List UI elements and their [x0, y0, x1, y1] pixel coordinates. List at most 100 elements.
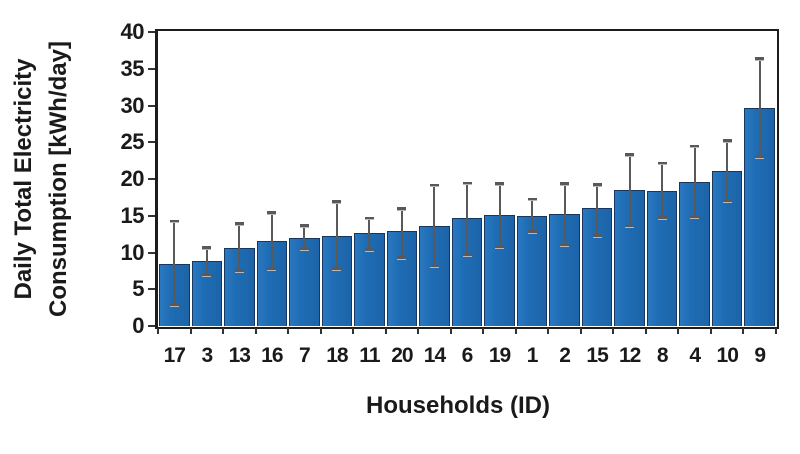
x-tick-label: 16 — [261, 344, 283, 367]
error-bar-cap-bottom-20 — [397, 256, 407, 259]
x-tick-label: 17 — [163, 344, 186, 367]
error-bar-cap-top-16 — [267, 211, 277, 214]
error-bar-line-2 — [563, 183, 566, 246]
x-axis-tick — [384, 328, 387, 334]
x-axis-tick — [319, 328, 322, 334]
x-tick-label: 10 — [716, 344, 739, 367]
x-tick-label: 11 — [359, 344, 380, 367]
error-bar-line-15 — [596, 184, 599, 236]
x-tick-label: 14 — [423, 344, 446, 367]
y-tick-label: 10 — [120, 239, 145, 265]
bar-household-19 — [484, 215, 515, 326]
error-bar-cap-bottom-9 — [755, 155, 765, 158]
error-bar-cap-top-4 — [690, 144, 700, 148]
error-bar-cap-bottom-17 — [169, 303, 179, 306]
error-bar-cap-bottom-18 — [332, 267, 342, 270]
error-bar-line-8 — [661, 162, 664, 218]
x-axis-tick — [189, 328, 192, 334]
error-bar-line-13 — [238, 223, 241, 271]
y-axis-tick — [148, 288, 155, 291]
y-axis-title-line-2: Consumption [kWh/day] — [45, 41, 72, 317]
error-bar-line-14 — [433, 184, 436, 267]
error-bar-cap-bottom-14 — [429, 264, 439, 268]
x-axis-tick — [417, 328, 420, 334]
y-axis-title-line-1: Daily Total Electricity — [10, 58, 37, 300]
error-bar-line-12 — [628, 154, 631, 227]
y-axis-tick — [148, 214, 155, 217]
error-bar-cap-top-17 — [169, 219, 179, 223]
x-tick-label: 20 — [391, 344, 413, 367]
y-tick-label: 20 — [120, 166, 145, 191]
error-bar-cap-bottom-19 — [495, 245, 505, 248]
error-bar-line-18 — [335, 201, 338, 269]
error-bar-cap-top-20 — [397, 207, 407, 210]
x-tick-label: 6 — [461, 344, 474, 367]
x-axis-tick — [547, 328, 550, 334]
x-tick-label: 1 — [526, 344, 539, 367]
x-axis-tick — [742, 328, 745, 334]
x-axis-tick — [579, 328, 582, 334]
x-axis-tick — [514, 328, 517, 334]
x-axis-tick — [644, 328, 647, 334]
x-axis-title: Households (ID) — [366, 392, 550, 419]
x-tick-label: 3 — [201, 344, 213, 367]
error-bar-cap-top-2 — [560, 182, 570, 185]
error-bar-cap-top-15 — [592, 183, 602, 186]
x-tick-label: 19 — [488, 344, 511, 367]
error-bar-cap-top-13 — [234, 222, 244, 225]
error-bar-line-17 — [173, 220, 176, 305]
error-bar-cap-bottom-2 — [560, 243, 570, 247]
error-bar-cap-top-10 — [722, 139, 732, 142]
error-bar-cap-bottom-8 — [657, 216, 667, 219]
bar-household-7 — [289, 237, 320, 326]
y-axis-title: Daily Total Electricity Consumption [kWh… — [6, 9, 78, 349]
plot-area — [158, 32, 776, 326]
error-bar-cap-top-9 — [755, 57, 765, 60]
x-tick-label: 8 — [656, 344, 669, 367]
error-bar-cap-top-8 — [657, 161, 667, 165]
error-bar-cap-bottom-7 — [299, 247, 309, 250]
error-bar-cap-top-11 — [364, 216, 374, 220]
x-tick-label: 9 — [754, 344, 766, 367]
error-bar-cap-bottom-10 — [722, 199, 732, 203]
y-axis-tick — [148, 178, 155, 180]
y-tick-label: 40 — [120, 19, 145, 44]
error-bar-cap-bottom-3 — [202, 273, 212, 276]
y-tick-label: 25 — [120, 129, 145, 155]
error-bar-line-10 — [726, 140, 729, 202]
error-bar-cap-bottom-12 — [625, 224, 635, 228]
y-axis-tick — [148, 251, 155, 254]
x-tick-label: 4 — [689, 344, 701, 367]
error-bar-cap-top-14 — [429, 183, 439, 187]
y-tick-label: 5 — [132, 276, 144, 302]
error-bar-cap-bottom-11 — [364, 248, 374, 251]
error-bar-cap-top-19 — [495, 182, 505, 185]
x-axis-tick — [287, 328, 290, 334]
y-tick-label: 15 — [120, 202, 145, 228]
y-tick-label: 0 — [132, 313, 144, 338]
x-axis-tick — [612, 328, 615, 334]
error-bar-cap-bottom-6 — [462, 253, 472, 256]
error-bar-line-16 — [270, 212, 273, 269]
error-bar-cap-bottom-16 — [267, 267, 277, 270]
error-bar-cap-top-6 — [462, 181, 472, 185]
error-bar-cap-top-7 — [299, 224, 309, 227]
error-bar-line-3 — [205, 247, 208, 275]
error-bar-cap-bottom-15 — [592, 234, 602, 237]
x-axis-tick — [222, 328, 225, 334]
y-axis-tick — [148, 104, 155, 107]
error-bar-cap-top-1 — [527, 197, 537, 201]
bar-household-1 — [516, 215, 548, 326]
error-bar-cap-bottom-4 — [690, 215, 700, 219]
error-bar-cap-top-18 — [332, 200, 342, 203]
error-bar-line-11 — [368, 217, 371, 250]
error-bar-cap-bottom-13 — [234, 269, 244, 272]
x-axis-tick — [677, 328, 680, 334]
y-tick-label: 30 — [120, 92, 145, 118]
error-bar-line-6 — [466, 182, 468, 255]
y-axis-tick — [148, 141, 155, 144]
error-bar-line-4 — [693, 145, 696, 218]
y-axis-tick — [148, 325, 155, 327]
x-axis-tick — [775, 328, 777, 334]
